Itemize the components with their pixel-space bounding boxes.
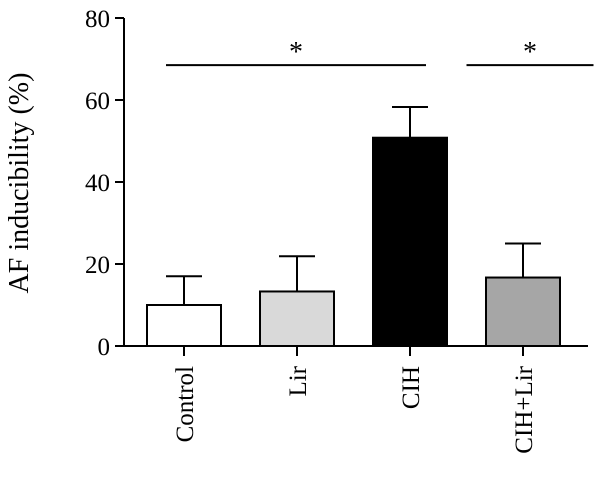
x-tick-label: CIH+Lir: [511, 365, 538, 453]
significance-bracket: *: [466, 37, 594, 68]
y-tick-label: 0: [98, 334, 111, 361]
bar-lir: [259, 290, 335, 347]
bar-cih-lir: [485, 276, 561, 347]
y-tick-label: 60: [85, 88, 110, 115]
x-tick-label: CIH: [398, 366, 425, 409]
error-bar: [505, 242, 541, 278]
error-bar: [392, 105, 428, 138]
error-bars: [166, 105, 541, 305]
y-tick-label: 80: [85, 6, 110, 33]
error-bar: [166, 275, 202, 305]
x-axis-ticks: Control Lir CIH CIH+Lir: [172, 346, 538, 454]
x-tick-label: Control: [172, 366, 199, 442]
y-tick-label: 20: [85, 252, 110, 279]
bars: [146, 136, 561, 347]
bar-cih: [372, 136, 448, 347]
y-axis-ticks: 0 20 40 60 80: [85, 6, 124, 361]
x-tick-label: Lir: [285, 365, 312, 396]
bar-control: [146, 304, 222, 347]
axes: [123, 18, 588, 347]
significance-star: *: [289, 37, 303, 68]
y-tick-label: 40: [85, 170, 110, 197]
significance-annotations: * *: [166, 37, 594, 68]
significance-star: *: [523, 37, 537, 68]
significance-bracket: *: [166, 37, 426, 68]
error-bar: [279, 255, 315, 292]
y-axis-label: AF inducibility (%): [4, 73, 35, 294]
